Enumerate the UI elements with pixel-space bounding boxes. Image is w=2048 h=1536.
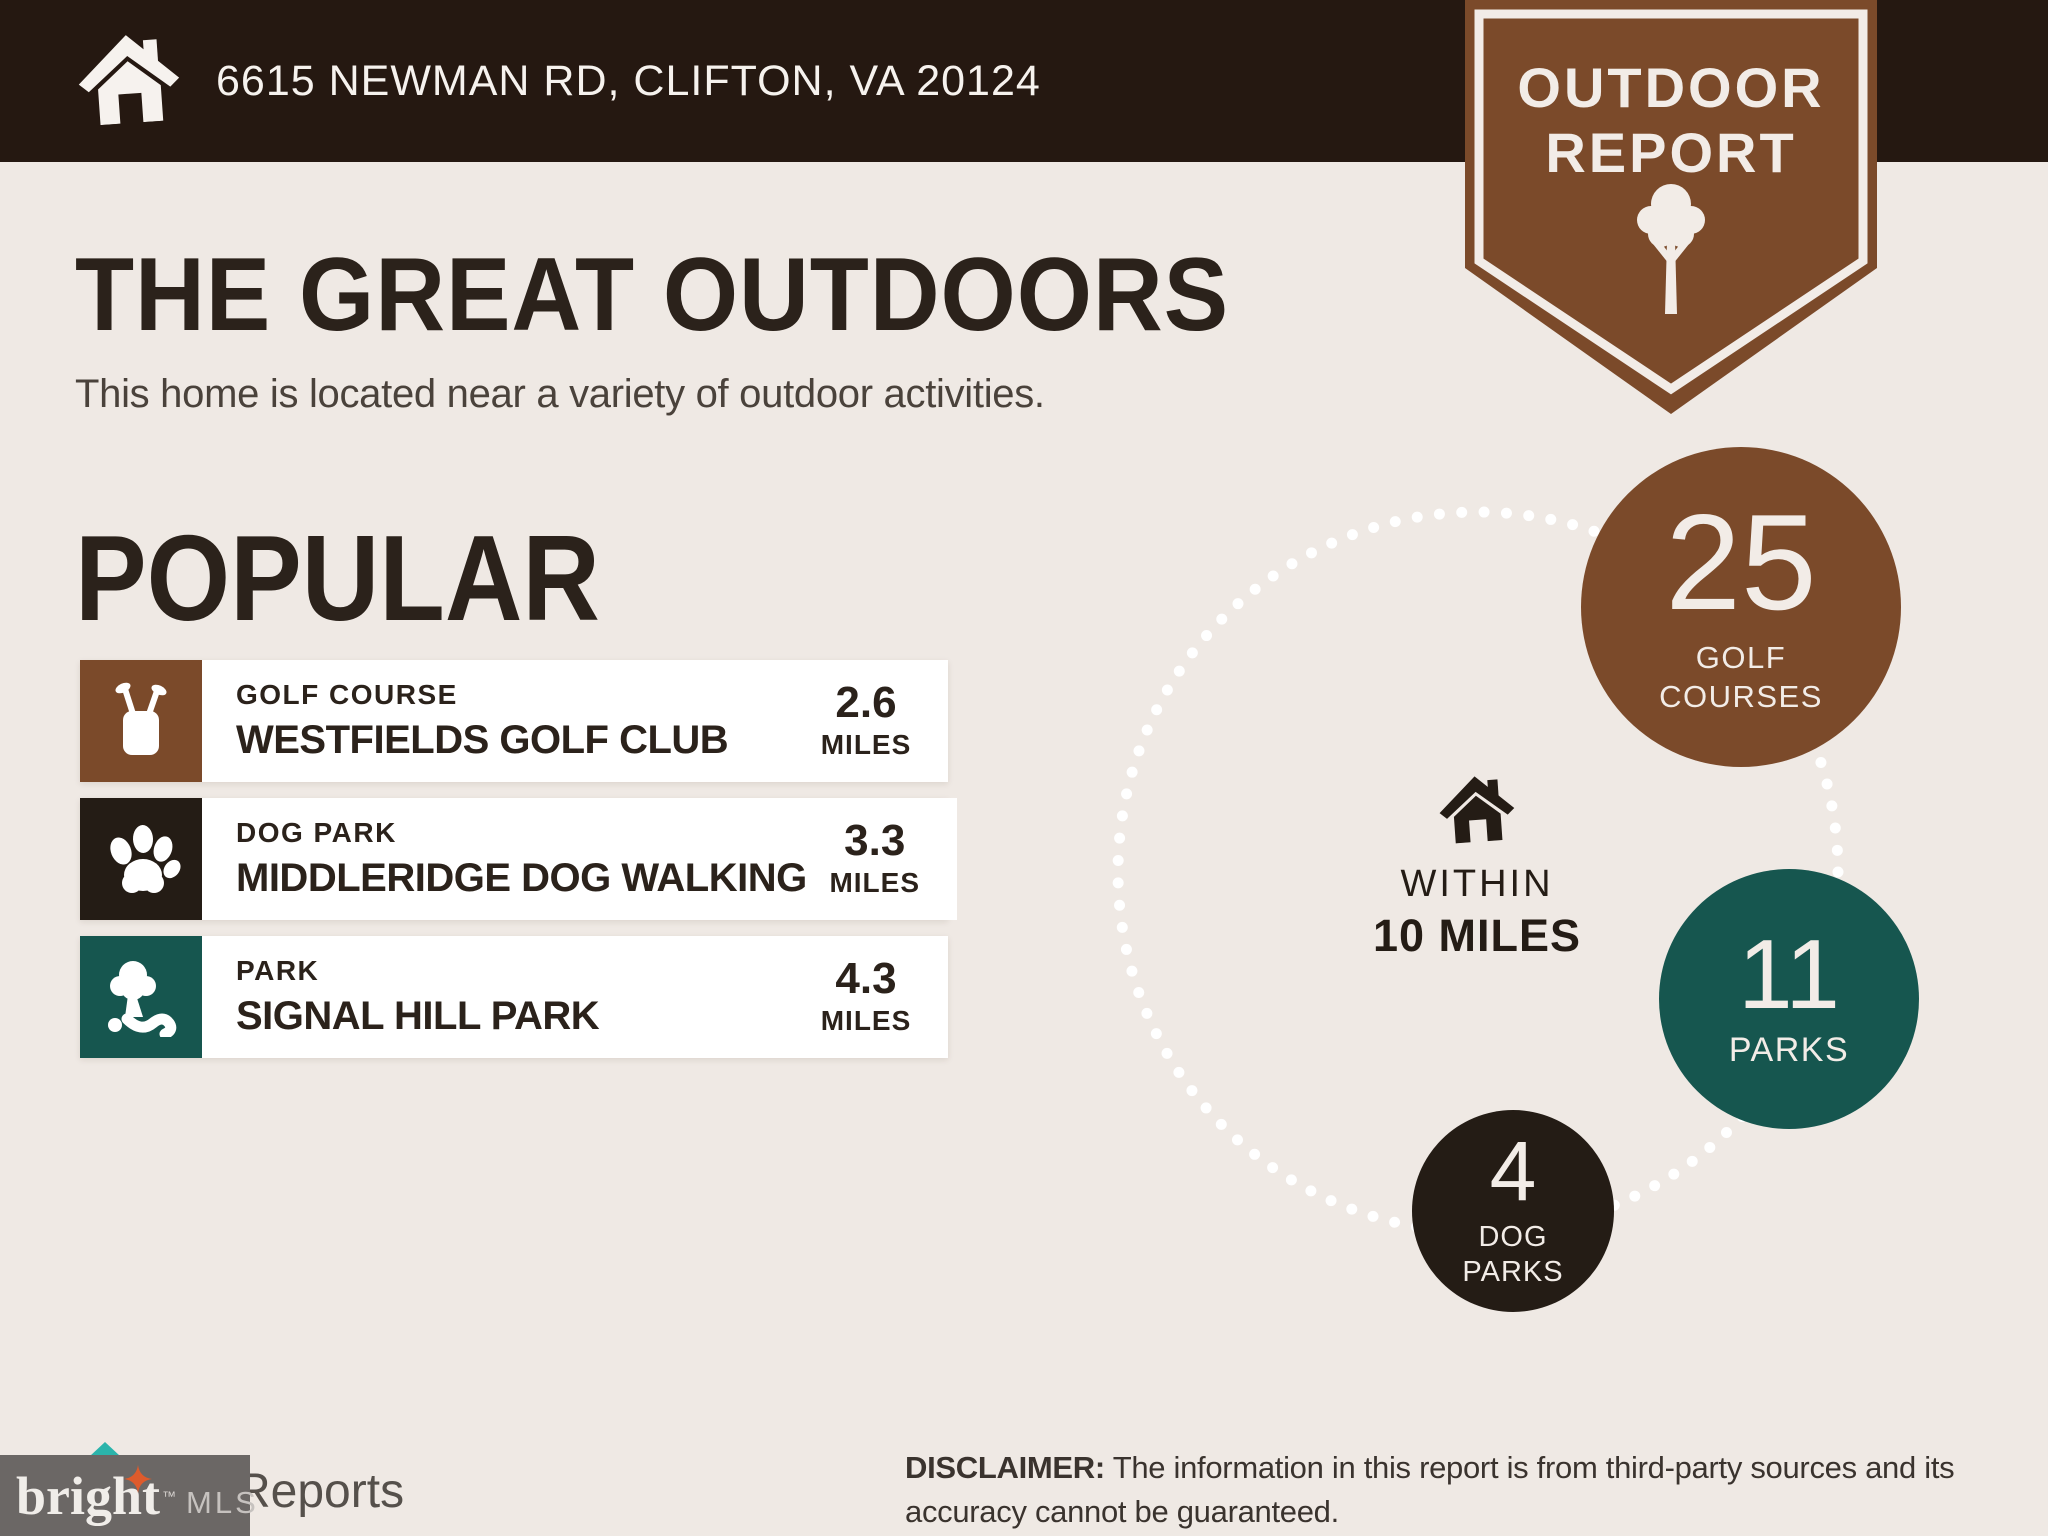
mls-label: MLS [186,1484,259,1520]
page-subtitle: This home is located near a variety of o… [75,372,1045,416]
popular-poi-list: GOLF COURSE WESTFIELDS GOLF CLUB 2.6 MIL… [80,660,957,1074]
disclaimer-text: DISCLAIMER: The information in this repo… [905,1446,2025,1534]
hidden-logo-peek [90,1442,120,1456]
poi-row-dog-park: DOG PARK MIDDLERIDGE DOG WALKING 3.3 MIL… [80,798,957,920]
banner-title-line1: OUTDOOR [1517,56,1824,119]
stat-label: PARKS [1728,1031,1850,1070]
outdoor-report-banner: OUTDOOR REPORT [1465,0,1877,414]
poi-distance-value: 2.6 [835,678,897,727]
stat-circle-dog-parks: 4 DOG PARKS [1412,1110,1614,1312]
poi-content: GOLF COURSE WESTFIELDS GOLF CLUB [202,660,798,782]
popular-heading: POPULAR [75,510,600,646]
poi-distance: 2.6 MILES [798,660,948,782]
park-tree-icon [80,936,202,1058]
banner-title-line2: REPORT [1545,121,1796,184]
poi-name: MIDDLERIDGE DOG WALKING [236,856,807,900]
property-address: 6615 NEWMAN RD, CLIFTON, VA 20124 [216,56,1041,105]
poi-distance-unit: MILES [820,1005,912,1036]
poi-distance: 4.3 MILES [798,936,948,1058]
stat-value: 11 [1738,918,1840,1029]
poi-name: WESTFIELDS GOLF CLUB [236,718,729,762]
poi-distance: 3.3 MILES [806,798,957,920]
within-label-line1: WITHIN [1400,863,1554,905]
within-label-line2: 10 MILES [1372,910,1582,961]
stat-label: DOG PARKS [1462,1221,1564,1288]
reports-partial-logo: Reports [236,1465,405,1518]
golf-bag-icon [80,660,202,782]
stat-value: 25 [1665,485,1817,638]
poi-category: GOLF COURSE [236,679,458,710]
poi-distance-unit: MILES [820,729,912,760]
sparkle-icon [124,1465,152,1498]
poi-category: PARK [236,955,320,986]
poi-name: SIGNAL HILL PARK [236,994,600,1038]
paw-icon [80,798,202,920]
home-icon [73,31,185,131]
stat-circle-parks: 11 PARKS [1659,869,1919,1129]
poi-row-golf-course: GOLF COURSE WESTFIELDS GOLF CLUB 2.6 MIL… [80,660,948,782]
poi-distance-value: 3.3 [844,816,906,865]
banner-border [1474,9,1868,395]
tree-icon [1637,184,1705,314]
disclaimer-label: DISCLAIMER: [905,1450,1105,1485]
poi-content: PARK SIGNAL HILL PARK [202,936,798,1058]
page-title: THE GREAT OUTDOORS [75,237,1230,353]
bright-mls-logo-box: bright ™ MLS [0,1455,256,1536]
trademark-symbol: ™ [162,1487,177,1504]
poi-distance-unit: MILES [829,867,920,898]
poi-category: DOG PARK [236,817,397,848]
poi-row-park: PARK SIGNAL HILL PARK 4.3 MILES [80,936,948,1058]
poi-content: DOG PARK MIDDLERIDGE DOG WALKING [202,798,807,920]
poi-distance-value: 4.3 [835,954,897,1003]
stat-circle-golf-courses: 25 GOLF COURSES [1581,447,1901,767]
within-radius-label: WITHIN 10 MILES [1327,776,1627,962]
home-icon [1436,773,1519,849]
stat-label: GOLF COURSES [1659,639,1823,714]
disclaimer-body: The information in this report is from t… [905,1450,1955,1530]
stat-value: 4 [1489,1124,1537,1219]
